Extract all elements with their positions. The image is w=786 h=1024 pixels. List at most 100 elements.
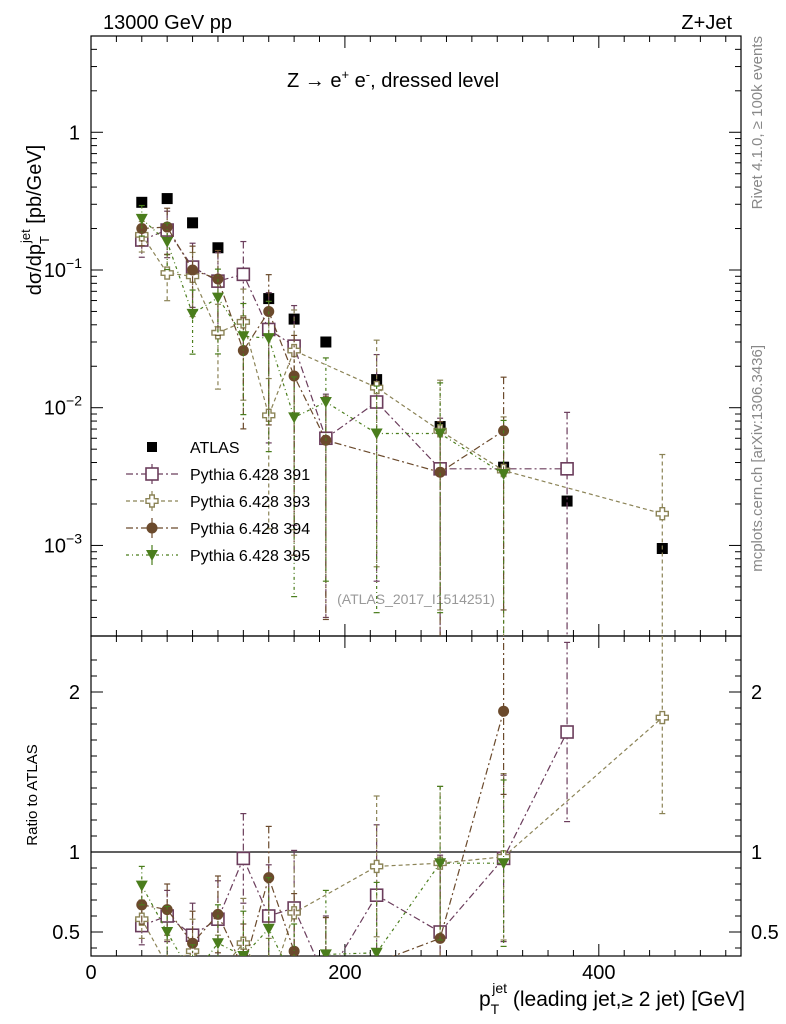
marker-395 [237, 331, 250, 343]
marker-atlas [187, 217, 199, 229]
marker-395 [370, 947, 383, 956]
marker-395 [161, 236, 174, 248]
main-y-tick-label: 10−3 [44, 530, 82, 557]
marker-391 [560, 462, 574, 476]
marker-395 [497, 858, 510, 870]
marker-394 [238, 963, 249, 974]
marker-393 [185, 944, 200, 956]
marker-394 [237, 345, 249, 357]
ratio-y-tick-label: 0.5 [52, 922, 80, 944]
ratio-y-axis-label: Ratio to ATLAS [24, 744, 41, 845]
legend-label: Pythia 6.428 394 [190, 521, 310, 538]
ratio-series-line [141, 862, 504, 956]
marker-394 [212, 908, 224, 920]
marker-394 [288, 370, 300, 382]
ratio-ticks: 0 200 400 0.5 0.5 1 1 2 2 [52, 36, 779, 984]
ratio-y-tick-label: 1 [69, 842, 80, 864]
marker-395 [434, 428, 447, 440]
ratio-series-pythia-6-428-395 [135, 779, 510, 988]
marker-394 [146, 522, 158, 534]
marker-395 [370, 428, 383, 440]
marker-394 [498, 705, 510, 717]
ratio-y-tick-label-right: 2 [751, 682, 762, 704]
marker-atlas [161, 193, 173, 205]
series-pythia-6-428-394 [136, 207, 510, 636]
marker-391 [236, 851, 251, 866]
main-y-axis-label: dσ/dpTjet [pb/GeV] [18, 145, 52, 295]
x-axis-label: pTjet (leading jet,≥ 2 jet) [GeV] [479, 980, 745, 1017]
legend: ATLAS Pythia 6.428 391 Pythia 6.428 393 Py… [126, 440, 310, 565]
marker-395 [135, 880, 148, 892]
main-y-ticks: 1 10−1 10−2 10−3 [44, 35, 741, 618]
main-plot-frame [90, 35, 742, 637]
marker-394 [187, 937, 199, 949]
legend-entry-pythia-6-428-393: Pythia 6.428 393 [126, 491, 310, 511]
mcplots-label: mcplots.cern.ch [arXiv:1306.3436] [749, 345, 766, 572]
marker-395 [497, 469, 510, 481]
ratio-series-line [141, 717, 663, 956]
marker-393 [160, 266, 174, 280]
marker-395 [211, 292, 224, 304]
series-pythia-6-428-391 [134, 210, 574, 636]
marker-395 [187, 972, 199, 983]
x-tick-label: 0 [85, 962, 96, 984]
legend-label: Pythia 6.428 391 [190, 467, 310, 484]
legend-label: Pythia 6.428 395 [190, 548, 310, 565]
marker-atlas [561, 495, 573, 507]
series-pythia-6-428-395 [135, 204, 510, 636]
marker-393 [145, 494, 159, 508]
marker-393 [211, 326, 225, 340]
ratio-y-tick-label: 2 [69, 682, 80, 704]
marker-atlas [212, 242, 224, 254]
marker-395 [146, 550, 158, 561]
main-y-tick-label: 10−2 [44, 393, 82, 420]
marker-395 [186, 308, 199, 320]
ratio-series-line [141, 711, 505, 956]
plot-title: Z → e+ e-, dressed level [287, 67, 499, 92]
marker-395 [211, 938, 224, 950]
marker-394 [161, 221, 173, 233]
marker-395 [262, 923, 275, 935]
legend-label: Pythia 6.428 393 [190, 494, 310, 511]
ratio-series-pythia-6-428-391 [134, 641, 574, 956]
header-left: 13000 GeV pp [103, 12, 232, 34]
ratio-y-tick-label-right: 0.5 [751, 922, 779, 944]
rivet-label: Rivet 4.1.0, ≥ 100k events [749, 36, 766, 209]
marker-394 [161, 904, 173, 916]
marker-391 [145, 467, 159, 481]
marker-393 [161, 960, 173, 972]
marker-393 [655, 506, 669, 521]
legend-entry-atlas: ATLAS [147, 440, 240, 457]
marker-394 [434, 466, 446, 478]
legend-marker-atlas [147, 442, 157, 452]
x-tick-label: 400 [582, 962, 615, 984]
marker-393 [655, 710, 669, 725]
marker-395 [237, 951, 250, 956]
marker-395 [135, 213, 148, 225]
header-right: Z+Jet [681, 12, 732, 34]
marker-394 [212, 273, 224, 285]
marker-atlas [320, 336, 332, 348]
legend-label-atlas: ATLAS [190, 440, 240, 457]
marker-393 [212, 968, 224, 980]
series-line [141, 234, 663, 515]
ratio-y-tick-label-right: 1 [751, 842, 762, 864]
ratio-series-pythia-6-428-393 [135, 636, 669, 996]
marker-atlas [136, 196, 148, 208]
marker-393 [263, 984, 275, 996]
marker-395 [161, 927, 174, 938]
marker-394 [187, 264, 199, 276]
marker-395 [319, 397, 332, 409]
marker-395 [288, 412, 301, 424]
main-y-tick-label: 10−1 [44, 255, 82, 282]
marker-395 [288, 977, 300, 988]
marker-395 [262, 333, 275, 345]
marker-395 [434, 858, 447, 870]
main-y-tick-label: 1 [69, 122, 80, 144]
main-data-series [134, 193, 669, 636]
marker-391 [236, 267, 251, 282]
x-tick-label: 200 [328, 962, 361, 984]
series-line [141, 226, 504, 473]
ratio-plot-frame [90, 635, 742, 957]
